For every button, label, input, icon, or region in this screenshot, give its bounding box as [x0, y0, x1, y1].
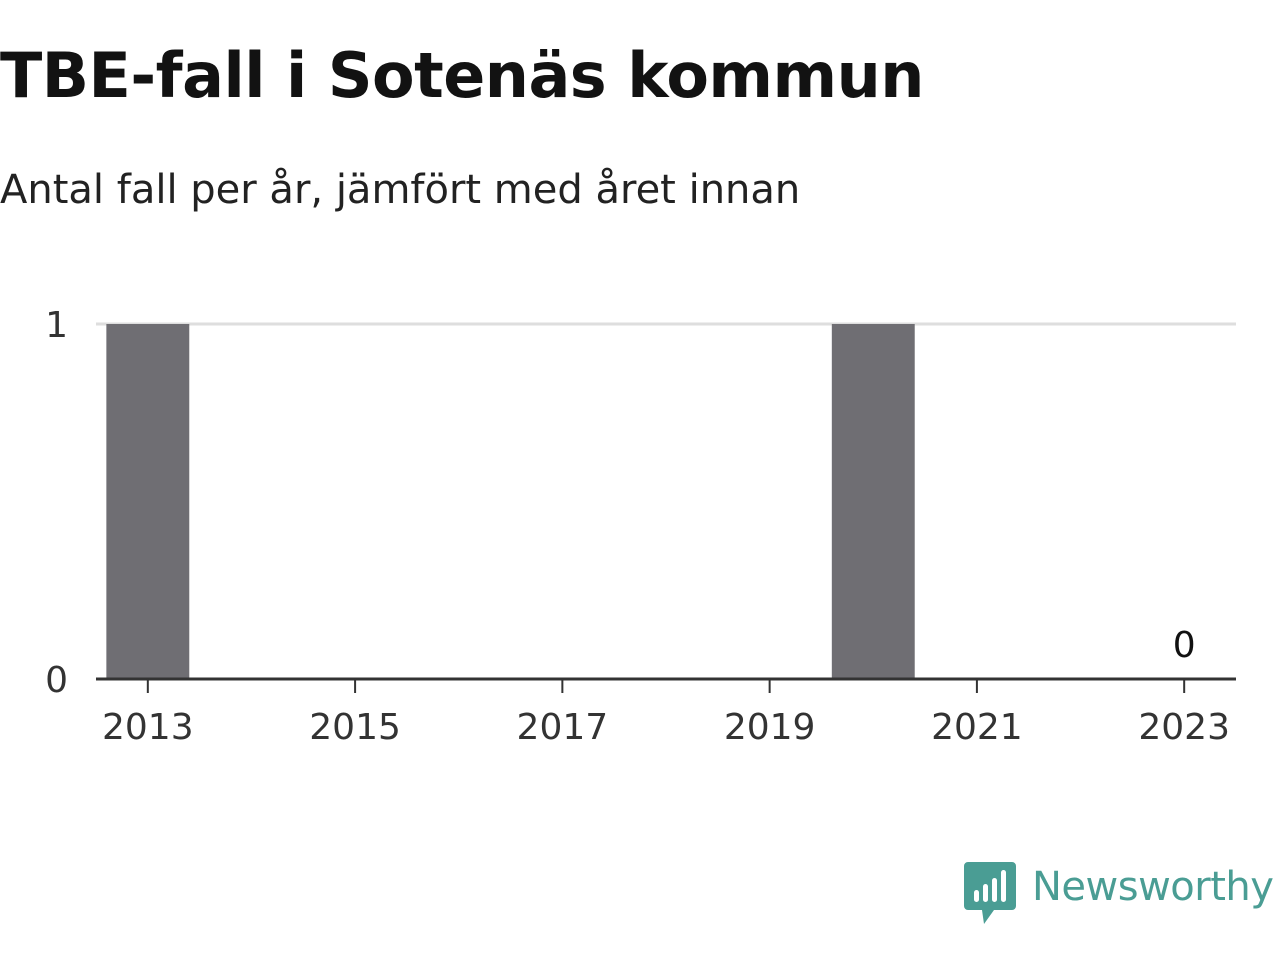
chart-subtitle: Antal fall per år, jämfört med året inna… [0, 167, 801, 213]
x-tick-label-2015: 2015 [309, 707, 401, 748]
x-tick-label-2021: 2021 [931, 707, 1023, 748]
y-tick-label-0: 0 [45, 660, 68, 701]
x-tick-label-2017: 2017 [517, 707, 609, 748]
x-tick-label-2019: 2019 [724, 707, 816, 748]
brand-name: Newsworthy [1032, 864, 1274, 910]
newsworthy-logo-icon [964, 862, 1016, 924]
y-tick-label-1: 1 [45, 305, 68, 346]
x-axis [96, 677, 1236, 693]
newsworthy-logo: Newsworthy [964, 862, 1274, 926]
x-tick-label-2023: 2023 [1138, 707, 1230, 748]
bars [106, 324, 915, 679]
annotations: 0 [1173, 625, 1196, 666]
tick-labels: 2013 2015 2017 2019 2021 2023 0 1 [45, 305, 1230, 748]
x-tick-label-2013: 2013 [102, 707, 194, 748]
bar-2013 [106, 324, 190, 679]
annotation-2023: 0 [1173, 625, 1196, 666]
bar-2020 [831, 324, 915, 679]
chart-title: TBE-fall i Sotenäs kommun [0, 39, 924, 112]
